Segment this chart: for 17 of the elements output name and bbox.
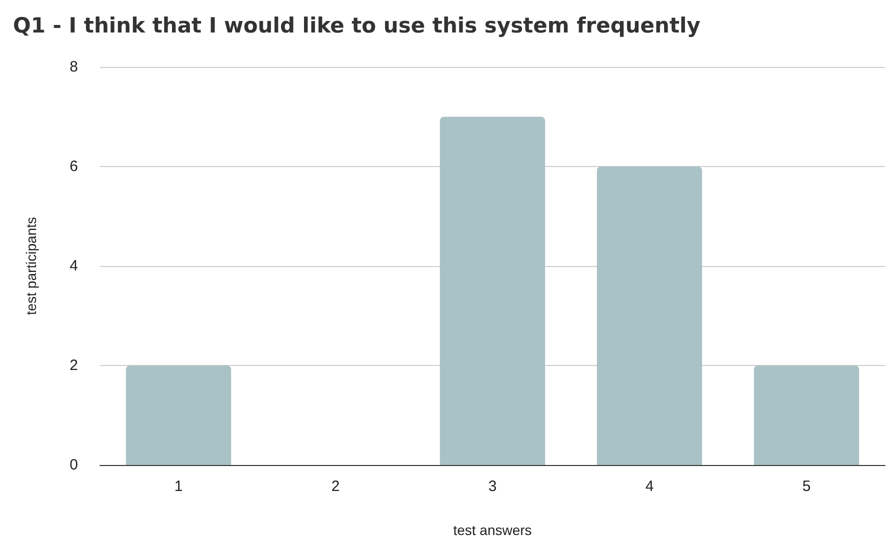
y-tick-label: 2 xyxy=(70,357,78,374)
y-tick-label: 8 xyxy=(70,58,78,76)
chart-title: Q1 - I think that I would like to use this system frequently xyxy=(13,14,701,38)
y-axis-title: test participants xyxy=(23,216,39,316)
bar xyxy=(440,116,546,465)
x-tick-label: 2 xyxy=(331,478,340,495)
x-tick-label: 1 xyxy=(174,478,183,495)
bar xyxy=(754,366,860,465)
x-axis-title: test answers xyxy=(453,522,532,538)
y-tick-label: 4 xyxy=(70,258,78,274)
x-tick-label: 4 xyxy=(645,478,654,495)
bar xyxy=(596,166,702,465)
x-tick-label: 3 xyxy=(488,478,497,495)
bar xyxy=(126,366,232,465)
y-tick-label: 0 xyxy=(70,456,78,474)
y-tick-label: 6 xyxy=(70,158,78,175)
x-tick-label: 5 xyxy=(802,478,811,495)
